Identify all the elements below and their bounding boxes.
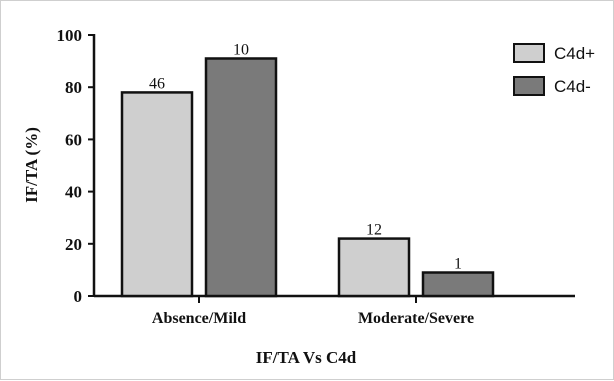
legend-label: C4d-: [554, 77, 591, 96]
bar: [421, 271, 495, 298]
bar: [204, 57, 278, 298]
y-tick-label: 40: [65, 183, 82, 202]
bars: [120, 57, 495, 298]
y-tick-labels: 0 20 40 60 80 100: [57, 26, 83, 306]
y-tick-label: 100: [57, 26, 83, 45]
x-category-label: Moderate/Severe: [358, 310, 474, 327]
x-category-labels: Absence/Mild Moderate/Severe: [152, 310, 474, 327]
y-axis-title: IF/TA (%): [22, 127, 41, 203]
bar-data-label: 1: [454, 256, 462, 273]
legend-swatch: [513, 76, 545, 96]
y-tick-label: 60: [65, 130, 82, 149]
bar-data-labels: 46 10 12 1: [149, 41, 462, 272]
x-category-label: Absence/Mild: [152, 310, 246, 327]
bar-data-label: 10: [233, 41, 249, 58]
y-tick-label: 0: [74, 287, 83, 306]
legend-swatch: [513, 43, 545, 63]
y-tick-label: 80: [65, 78, 82, 97]
bar-data-label: 46: [149, 75, 165, 92]
y-tick-label: 20: [65, 235, 82, 254]
bar: [120, 91, 194, 298]
legend-label: C4d+: [554, 44, 595, 63]
bar: [337, 237, 411, 298]
bar-data-label: 12: [366, 222, 382, 239]
x-axis-title: IF/TA Vs C4d: [256, 348, 357, 367]
legend: C4d+ C4d-: [513, 43, 595, 96]
